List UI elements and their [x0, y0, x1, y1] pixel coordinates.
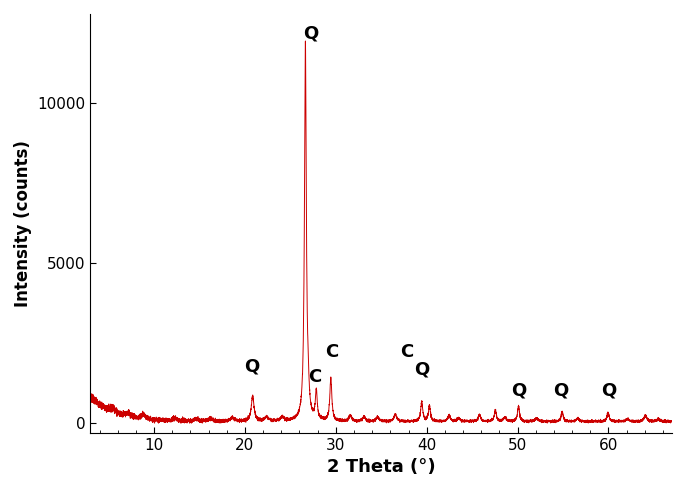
- Text: C: C: [308, 368, 322, 386]
- Text: Q: Q: [414, 360, 430, 378]
- Text: Q: Q: [245, 358, 260, 376]
- Text: C: C: [326, 343, 339, 361]
- X-axis label: 2 Theta (°): 2 Theta (°): [327, 458, 436, 476]
- Text: C: C: [400, 343, 414, 361]
- Text: Q: Q: [554, 381, 569, 399]
- Text: Q: Q: [511, 381, 526, 399]
- Text: Q: Q: [303, 24, 318, 43]
- Y-axis label: Intensity (counts): Intensity (counts): [14, 140, 32, 307]
- Text: Q: Q: [601, 381, 616, 399]
